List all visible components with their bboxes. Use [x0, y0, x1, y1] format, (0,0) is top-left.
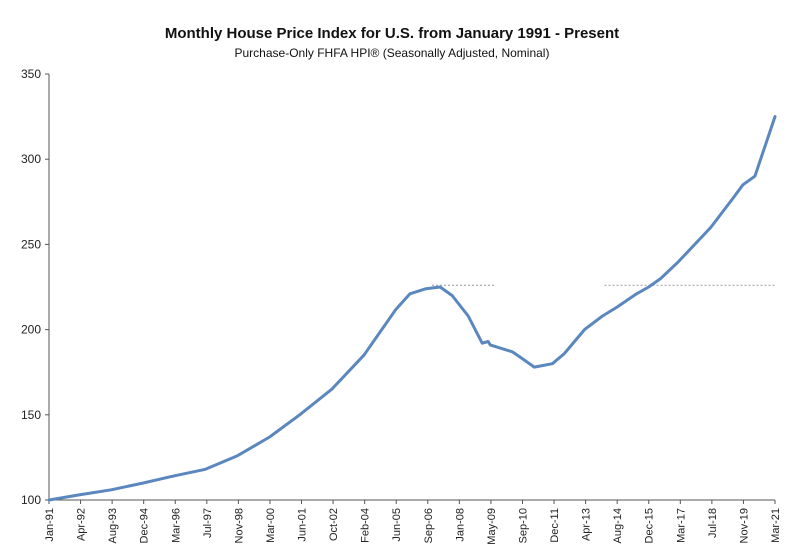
x-tick-label: Sep-06 — [423, 508, 435, 543]
x-tick-label: Mar-17 — [675, 508, 687, 543]
x-tick-label: Oct-02 — [328, 508, 340, 541]
series-line — [47, 115, 777, 502]
y-tick-label: 250 — [21, 237, 41, 251]
plot-area — [47, 115, 777, 502]
x-tick-label: Mar-96 — [170, 508, 182, 543]
x-tick-label: Aug-93 — [107, 508, 119, 543]
y-tick-label: 300 — [21, 152, 41, 166]
x-tick-label: Dec-15 — [644, 508, 656, 543]
x-tick-label: Nov-19 — [738, 508, 750, 543]
x-tick-label: Mar-00 — [265, 508, 277, 543]
x-tick-label: Jan-91 — [44, 508, 56, 542]
y-tick-label: 100 — [21, 493, 41, 507]
x-tick-label: Feb-04 — [360, 508, 372, 543]
x-tick-label: Jun-01 — [297, 508, 309, 542]
y-tick-label: 200 — [21, 323, 41, 337]
chart-title: Monthly House Price Index for U.S. from … — [165, 25, 619, 42]
x-tick-label: Jul-18 — [707, 508, 719, 538]
chart-subtitle: Purchase-Only FHFA HPI® (Seasonally Adju… — [235, 46, 550, 60]
x-tick-label: Apr-92 — [76, 508, 88, 541]
x-tick-label: May-09 — [486, 508, 498, 545]
y-tick-label: 350 — [21, 67, 41, 81]
x-tick-label: Mar-21 — [770, 508, 782, 543]
x-tick-label: Jun-05 — [391, 508, 403, 542]
x-tick-label: Nov-98 — [233, 508, 245, 543]
x-tick-label: Dec-11 — [549, 508, 561, 543]
x-tick-label: Sep-10 — [517, 508, 529, 543]
x-tick-label: Dec-94 — [139, 508, 151, 543]
x-axis: Jan-91 Apr-92 Aug-93 Dec-94 Mar-96 Jul-97 Nov-… — [44, 499, 782, 545]
x-tick-label: Jan-08 — [454, 508, 466, 542]
x-tick-label: Jul-97 — [202, 508, 214, 538]
y-axis: 100 150 200 250 300 350 — [21, 67, 50, 507]
x-tick-label: Apr-13 — [581, 508, 593, 541]
x-tick-label: Aug-14 — [612, 508, 624, 543]
y-tick-label: 150 — [21, 408, 41, 422]
